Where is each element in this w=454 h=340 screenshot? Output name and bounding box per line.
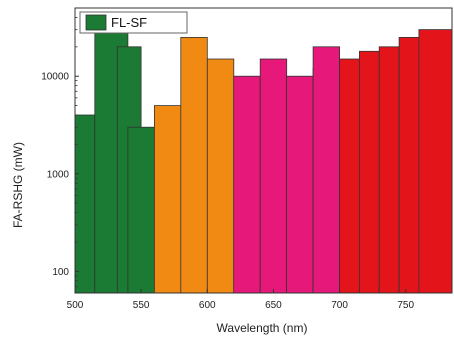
- bar-7: [233, 75, 261, 294]
- bar-0: [74, 114, 96, 294]
- legend: FL-SF: [79, 11, 188, 34]
- y-tick-label-100: 100: [52, 267, 69, 278]
- x-tick-label-600: 600: [199, 300, 216, 311]
- ticks-layer: 500 550 600 650 700 750 100 1000 10000: [41, 7, 414, 311]
- bar-11: [312, 46, 341, 294]
- x-tick-label-500: 500: [67, 300, 84, 311]
- bar-5: [180, 37, 208, 294]
- x-axis-label: Wavelength (nm): [217, 321, 308, 335]
- bar-6: [206, 58, 235, 294]
- bars-layer: [74, 29, 453, 294]
- x-tick-label-650: 650: [265, 300, 282, 311]
- y-tick-label-10000: 10000: [41, 72, 69, 83]
- x-tick-label-750: 750: [397, 300, 414, 311]
- bar-15: [398, 37, 420, 294]
- y-tick-label-1000: 1000: [47, 169, 70, 180]
- legend-box: [79, 11, 188, 34]
- legend-swatch: [85, 14, 107, 31]
- bar-14: [378, 46, 400, 294]
- bar-9: [286, 75, 314, 294]
- y-axis-label: FA-RSHG (mW): [11, 142, 25, 228]
- legend-label: FL-SF: [111, 15, 147, 30]
- bar-16: [418, 29, 453, 294]
- axes-layer: [74, 7, 453, 294]
- bar-12: [339, 58, 360, 294]
- x-tick-label-700: 700: [331, 300, 348, 311]
- plot-frame: [74, 7, 453, 294]
- bar-13: [358, 50, 380, 294]
- bar-3: [127, 126, 155, 294]
- bar-4: [153, 105, 182, 294]
- x-tick-label-550: 550: [133, 300, 150, 311]
- bar-8: [259, 58, 288, 294]
